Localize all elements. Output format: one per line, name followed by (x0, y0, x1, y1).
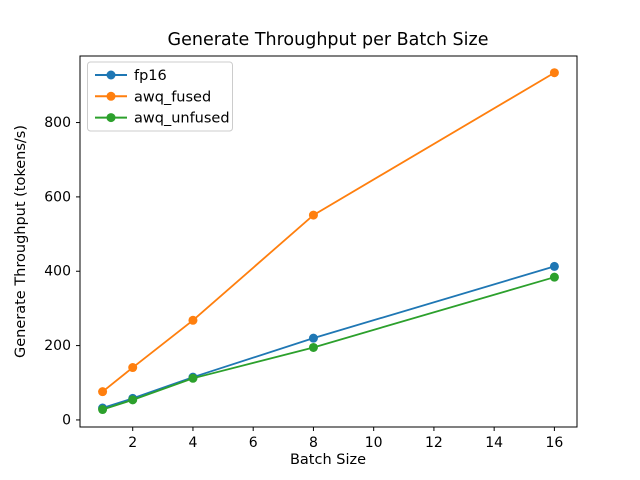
x-tick-label: 16 (545, 435, 563, 451)
plot-content: 2 4 6 8 10 12 14 16 0 200 400 600 800 fp16 awq_fusedaw… (44, 61, 563, 451)
legend-marker-awq_fused (106, 91, 116, 101)
x-tick-label: 4 (188, 435, 197, 451)
y-tick-label: 800 (44, 115, 71, 131)
data-point-fp16 (308, 333, 318, 343)
y-axis-label: Generate Throughput (tokens/s) (13, 125, 29, 358)
legend-marker-fp16 (106, 70, 116, 80)
data-point-awq_unfused (128, 395, 138, 405)
data-point-awq_fused (188, 315, 198, 325)
plot-frame (79, 55, 578, 428)
data-point-awq_fused (549, 68, 559, 78)
legend-label-awq_fused: awq_fused (134, 89, 211, 105)
data-point-awq_fused (98, 387, 108, 397)
x-tick-label: 14 (485, 435, 503, 451)
x-axis-label: Batch Size (290, 452, 366, 468)
legend-marker-awq_unfused (106, 113, 116, 123)
x-tick-label: 6 (249, 435, 258, 451)
x-tick-label: 12 (425, 435, 443, 451)
y-tick-label: 200 (44, 338, 71, 354)
data-point-awq_unfused (98, 405, 108, 415)
x-tick-label: 8 (309, 435, 318, 451)
legend-label-awq_unfused: awq_unfused (134, 111, 230, 127)
x-tick-label: 2 (128, 435, 137, 451)
legend: fp16 awq_fused awq_unfused (87, 61, 233, 132)
y-tick-label: 0 (62, 412, 71, 428)
x-tick-label: 10 (365, 435, 383, 451)
data-point-awq_fused (128, 363, 138, 373)
y-tick-label: 400 (44, 264, 71, 280)
legend-label-fp16: fp16 (134, 68, 167, 84)
data-point-awq_fused (308, 210, 318, 220)
legend-box (87, 61, 233, 132)
data-point-awq_unfused (308, 342, 318, 352)
y-tick-label: 600 (44, 189, 71, 205)
series-line-awq_unfused (102, 276, 555, 411)
data-point-awq_unfused (549, 272, 559, 282)
data-point-awq_unfused (188, 373, 198, 383)
data-point-fp16 (549, 261, 559, 271)
chart-title: Generate Throughput per Batch Size (168, 30, 489, 50)
